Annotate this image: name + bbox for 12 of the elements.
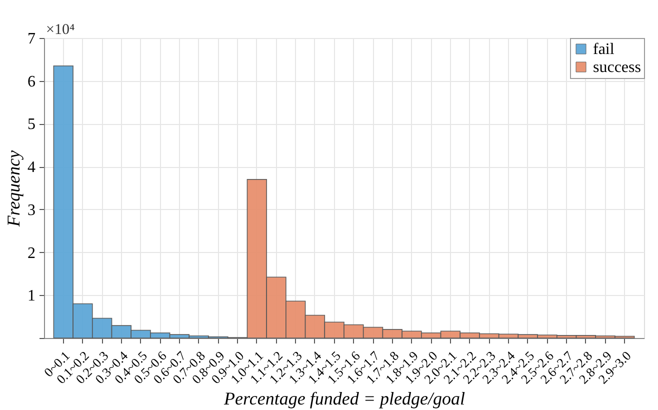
text: ×10⁴ [46, 22, 75, 38]
y-tick-label: 6 [28, 73, 36, 90]
y-tick-label: 4 [28, 159, 36, 176]
y-tick-label: 5 [28, 116, 36, 134]
legend-label: success [593, 59, 641, 76]
legend-label: fail [593, 41, 615, 58]
y-axis-title: Frequency [4, 150, 24, 228]
y-tick-label: 1 [28, 288, 36, 305]
y-tick-label: 2 [28, 244, 36, 262]
y-tick-label: 3 [28, 202, 36, 219]
y-tick-label: 7 [28, 30, 36, 48]
x-axis-title: Percentage funded = pledge/goal [223, 388, 465, 409]
